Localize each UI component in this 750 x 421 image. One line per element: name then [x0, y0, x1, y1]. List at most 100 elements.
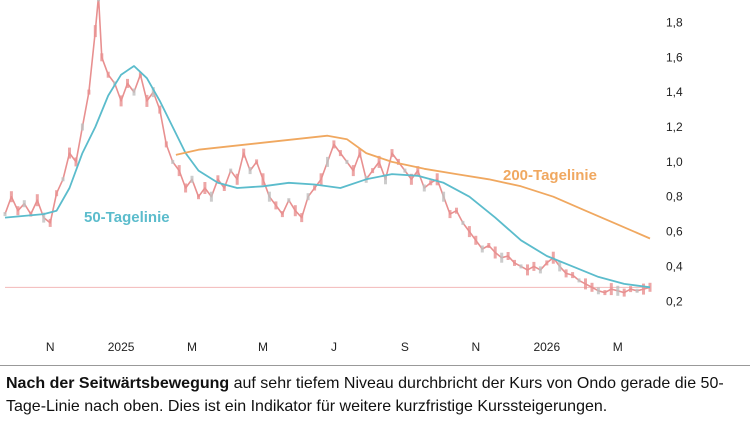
x-tick-label: S	[401, 340, 409, 354]
kurs-candle	[532, 261, 536, 271]
x-tick-label: N	[472, 340, 481, 354]
kurs-candle	[119, 95, 123, 107]
kurs-candle	[500, 252, 504, 263]
kurs-candle	[171, 159, 175, 164]
caption-divider	[0, 365, 750, 366]
kurs-candle	[474, 235, 478, 245]
kurs-candle	[164, 141, 168, 148]
x-tick-label: 2025	[108, 340, 135, 354]
kurs-candle	[267, 191, 271, 202]
kurs-candle	[442, 191, 446, 202]
kurs-candle	[545, 260, 549, 266]
kurs-candle	[138, 72, 142, 78]
kurs-candle	[184, 183, 188, 193]
kurs-candle	[255, 159, 259, 165]
y-tick-label: 0,4	[666, 259, 683, 273]
kurs-candle	[435, 173, 439, 186]
x-tick-label: M	[613, 340, 623, 354]
kurs-candle	[80, 123, 84, 131]
kurs-candle	[3, 212, 7, 217]
kurs-candle	[151, 87, 155, 98]
series-line-200-tagelinie	[175, 134, 651, 240]
series-label-200-tagelinie: 200-Tagelinie	[503, 167, 597, 184]
caption-bold: Nach der Seitwärtsbewegung	[6, 375, 230, 392]
kurs-candle	[345, 159, 349, 164]
y-axis-ticks: 1,8 1,6 1,4 1,2 1,0 0,8 0,6 0,4 0,2	[666, 15, 683, 308]
kurs-candle	[9, 191, 13, 203]
kurs-candle	[351, 165, 355, 177]
x-tick-label: J	[331, 340, 337, 354]
kurs-candle	[126, 78, 129, 88]
series-line-kurs	[4, 0, 651, 294]
kurs-candle	[229, 168, 233, 173]
kurs-candle	[519, 264, 523, 269]
kurs-candle	[100, 53, 104, 62]
kurs-candle	[274, 201, 278, 210]
kurs-candle	[590, 282, 594, 292]
kurs-candle	[332, 140, 336, 149]
kurs-candle	[280, 211, 284, 218]
kurs-candle	[145, 94, 149, 107]
x-tick-label: N	[46, 340, 55, 354]
series-layer	[3, 0, 652, 297]
kurs-candle	[480, 245, 484, 253]
kurs-candle	[526, 264, 529, 276]
chart-caption: Nach der Seitwärtsbewegung auf sehr tief…	[6, 372, 748, 418]
y-tick-label: 1,0	[666, 155, 683, 169]
x-tick-label: M	[187, 340, 197, 354]
kurs-candle	[203, 182, 207, 194]
x-tick-label: M	[258, 340, 268, 354]
series-label-50-tagelinie: 50-Tagelinie	[84, 209, 170, 226]
kurs-candle	[429, 180, 433, 186]
kurs-candle	[306, 193, 310, 201]
kurs-candle	[313, 185, 317, 191]
kurs-candle	[216, 175, 220, 184]
kurs-candle	[377, 155, 381, 168]
kurs-candle	[132, 88, 136, 96]
kurs-candle	[48, 218, 52, 227]
kurs-candle	[422, 184, 426, 192]
kurs-candle	[396, 158, 400, 165]
kurs-candle	[609, 283, 613, 296]
kurs-candle	[338, 150, 342, 157]
kurs-candle	[190, 175, 194, 183]
kurs-candle	[358, 148, 362, 158]
kurs-candle	[513, 259, 516, 266]
kurs-candle	[68, 147, 71, 159]
y-tick-label: 0,2	[666, 294, 683, 308]
kurs-candle	[467, 226, 471, 238]
kurs-candle	[616, 285, 620, 296]
kurs-candle	[455, 207, 458, 214]
kurs-candle	[390, 149, 394, 158]
kurs-candle	[493, 246, 497, 259]
kurs-candle	[242, 148, 246, 158]
kurs-candle	[248, 167, 252, 175]
kurs-candle	[584, 278, 587, 290]
kurs-candle	[506, 252, 510, 260]
kurs-candle	[29, 211, 33, 217]
kurs-candle	[177, 165, 181, 177]
kurs-candle	[538, 266, 542, 274]
kurs-candle	[384, 174, 387, 185]
kurs-candle	[564, 269, 568, 278]
kurs-candle	[293, 205, 297, 217]
kurs-candle	[622, 288, 626, 297]
caption-text: auf sehr tiefem Niveau durchbricht der K…	[6, 375, 724, 415]
kurs-candle	[35, 194, 39, 207]
kurs-candle	[300, 213, 304, 223]
price-chart: 1,8 1,6 1,4 1,2 1,0 0,8 0,6 0,4 0,2 N 2025 M M J S N 20…	[3, 0, 683, 354]
kurs-candle	[22, 200, 26, 208]
kurs-candle	[222, 185, 226, 191]
kurs-candle	[629, 286, 633, 293]
kurs-candle	[197, 194, 200, 200]
kurs-candle	[261, 173, 265, 186]
y-tick-label: 1,6	[666, 50, 683, 64]
kurs-candle	[16, 206, 20, 216]
kurs-candle	[461, 220, 465, 225]
x-axis-ticks: N 2025 M M J S N 2026 M	[46, 340, 623, 354]
kurs-candle	[603, 290, 607, 296]
kurs-candle	[558, 261, 562, 272]
kurs-candle	[571, 272, 575, 279]
kurs-candle	[642, 283, 645, 295]
y-tick-label: 0,6	[666, 225, 683, 239]
